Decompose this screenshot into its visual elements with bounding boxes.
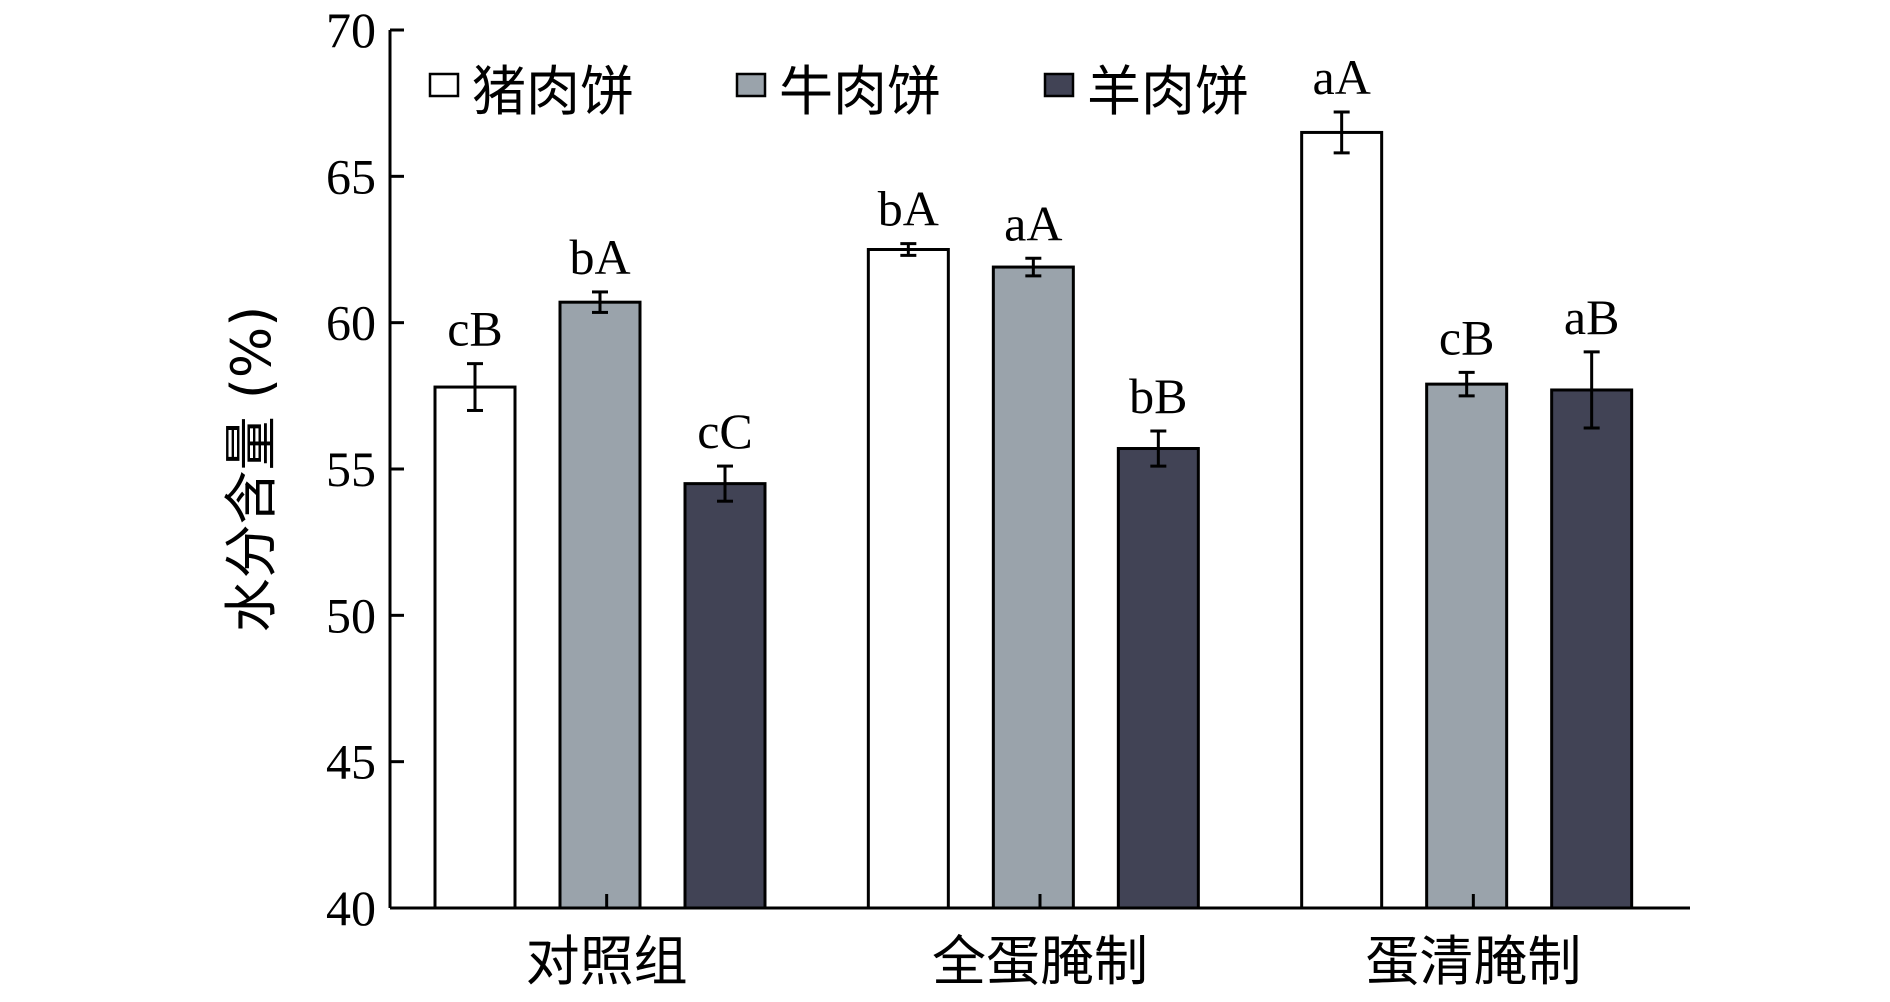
bar-猪肉饼-对照组 [433,385,517,910]
significance-label: bA [569,229,630,285]
significance-label: cC [697,403,753,459]
bar-猪肉饼-全蛋腌制 [866,248,950,910]
legend-label: 猪肉饼 [472,60,634,123]
legend-swatch [428,72,460,98]
significance-label: bB [1129,368,1187,424]
y-tick-label: 40 [326,880,376,936]
bar-猪肉饼-蛋清腌制 [1300,130,1384,910]
bar-牛肉饼-对照组 [558,300,642,910]
y-tick-label: 60 [326,295,376,351]
significance-label: aB [1564,289,1620,345]
legend-swatch [1043,72,1075,98]
significance-label: bA [878,181,939,237]
legend-label: 羊肉饼 [1087,60,1249,123]
bar-羊肉饼-对照组 [683,482,767,910]
y-tick-label: 50 [326,587,376,643]
x-category-label: 对照组 [526,930,688,993]
x-category-label: 蛋清腌制 [1365,930,1581,993]
significance-label: aA [1004,195,1062,251]
y-tick-label: 55 [326,441,376,497]
significance-label: cB [447,301,503,357]
legend-swatch [735,72,767,98]
x-category-label: 全蛋腌制 [932,930,1148,993]
bar-羊肉饼-全蛋腌制 [1116,447,1200,910]
y-axis-title: 水分含量 (%) [220,306,283,633]
y-tick-label: 45 [326,734,376,790]
bar-羊肉饼-蛋清腌制 [1550,388,1634,910]
bar-牛肉饼-蛋清腌制 [1425,382,1509,910]
significance-label: aA [1313,49,1371,105]
bar-牛肉饼-全蛋腌制 [991,265,1075,910]
y-tick-label: 65 [326,148,376,204]
significance-label: cB [1439,309,1495,365]
legend-label: 牛肉饼 [779,60,941,123]
y-tick-label: 70 [326,2,376,58]
